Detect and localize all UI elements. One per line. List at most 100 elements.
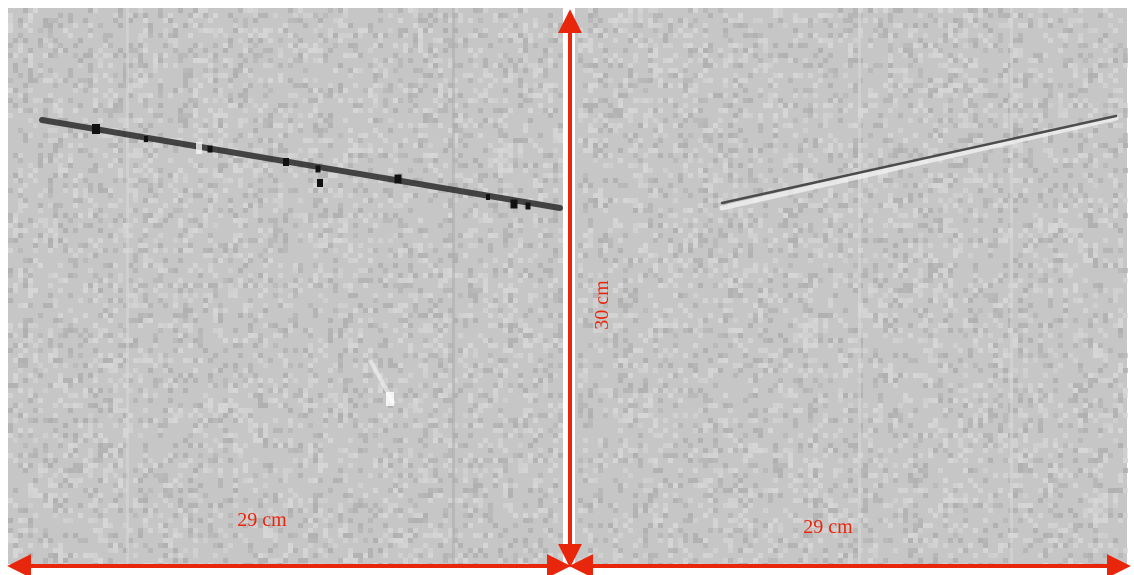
- noise-pixel: [598, 18, 603, 23]
- noise-pixel: [448, 183, 453, 188]
- noise-pixel: [1028, 148, 1033, 153]
- noise-pixel: [323, 228, 328, 233]
- noise-pixel: [648, 208, 653, 213]
- noise-pixel: [938, 218, 943, 223]
- noise-pixel: [153, 173, 158, 178]
- noise-pixel: [1103, 48, 1108, 53]
- noise-pixel: [438, 38, 443, 43]
- noise-pixel: [108, 43, 113, 48]
- noise-pixel: [213, 98, 218, 103]
- noise-pixel: [438, 73, 443, 78]
- noise-pixel: [728, 208, 733, 213]
- noise-pixel: [873, 288, 878, 293]
- noise-pixel: [343, 223, 348, 228]
- noise-pixel: [468, 288, 473, 293]
- noise-pixel: [808, 258, 813, 263]
- noise-pixel: [278, 183, 283, 188]
- noise-pixel: [318, 308, 323, 313]
- noise-pixel: [788, 78, 793, 83]
- noise-pixel: [353, 258, 358, 263]
- noise-pixel: [718, 143, 723, 148]
- noise-pixel: [218, 93, 223, 98]
- noise-pixel: [333, 283, 338, 288]
- noise-pixel: [873, 318, 878, 323]
- noise-pixel: [448, 58, 453, 63]
- noise-pixel: [108, 103, 113, 108]
- noise-pixel: [538, 218, 543, 223]
- noise-pixel: [693, 73, 698, 78]
- noise-pixel: [308, 158, 313, 163]
- noise-pixel: [1023, 308, 1028, 313]
- noise-pixel: [753, 238, 758, 243]
- noise-pixel: [393, 203, 398, 208]
- noise-pixel: [373, 43, 378, 48]
- noise-pixel: [368, 28, 373, 33]
- noise-pixel: [208, 28, 213, 33]
- noise-pixel: [1103, 288, 1108, 293]
- noise-pixel: [588, 323, 593, 328]
- noise-pixel: [23, 138, 28, 143]
- noise-pixel: [1088, 248, 1093, 253]
- noise-pixel: [378, 83, 383, 88]
- noise-pixel: [768, 248, 773, 253]
- noise-pixel: [673, 258, 678, 263]
- noise-pixel: [433, 168, 438, 173]
- noise-pixel: [178, 108, 183, 113]
- noise-pixel: [1078, 43, 1083, 48]
- noise-pixel: [918, 273, 923, 278]
- noise-pixel: [693, 18, 698, 23]
- noise-pixel: [1093, 68, 1098, 73]
- noise-pixel: [478, 78, 483, 83]
- noise-pixel: [138, 313, 143, 318]
- noise-pixel: [708, 213, 713, 218]
- noise-pixel: [88, 268, 93, 273]
- noise-pixel: [108, 283, 113, 288]
- noise-pixel: [158, 118, 163, 123]
- noise-pixel: [53, 233, 58, 238]
- noise-pixel: [793, 28, 798, 33]
- noise-pixel: [683, 293, 688, 298]
- noise-pixel: [18, 303, 23, 308]
- noise-pixel: [733, 253, 738, 258]
- noise-pixel: [548, 23, 553, 28]
- noise-pixel: [508, 288, 513, 293]
- noise-pixel: [998, 313, 1003, 318]
- noise-pixel: [353, 178, 358, 183]
- noise-pixel: [683, 63, 688, 68]
- noise-pixel: [943, 118, 948, 123]
- noise-pixel: [643, 113, 648, 118]
- noise-pixel: [243, 118, 248, 123]
- noise-pixel: [623, 183, 628, 188]
- noise-pixel: [1078, 188, 1083, 193]
- noise-pixel: [128, 188, 133, 193]
- noise-pixel: [1118, 228, 1123, 233]
- noise-pixel: [493, 63, 498, 68]
- noise-pixel: [1078, 243, 1083, 248]
- noise-pixel: [1058, 113, 1063, 118]
- noise-pixel: [398, 283, 403, 288]
- noise-pixel: [1028, 248, 1033, 253]
- noise-pixel: [93, 98, 98, 103]
- noise-pixel: [1043, 238, 1048, 243]
- noise-pixel: [113, 178, 118, 183]
- noise-pixel: [718, 148, 723, 153]
- noise-pixel: [698, 108, 703, 113]
- noise-pixel: [893, 208, 898, 213]
- noise-pixel: [68, 68, 73, 73]
- noise-pixel: [803, 58, 808, 63]
- noise-pixel: [1028, 58, 1033, 63]
- noise-pixel: [528, 108, 533, 113]
- noise-pixel: [53, 208, 58, 213]
- noise-pixel: [133, 268, 138, 273]
- noise-pixel: [613, 223, 618, 228]
- noise-pixel: [728, 138, 733, 143]
- noise-pixel: [313, 28, 318, 33]
- noise-pixel: [263, 13, 268, 18]
- noise-pixel: [393, 253, 398, 258]
- noise-pixel: [853, 88, 858, 93]
- noise-pixel: [928, 188, 933, 193]
- noise-pixel: [363, 198, 368, 203]
- noise-pixel: [148, 108, 153, 113]
- noise-pixel: [723, 153, 728, 158]
